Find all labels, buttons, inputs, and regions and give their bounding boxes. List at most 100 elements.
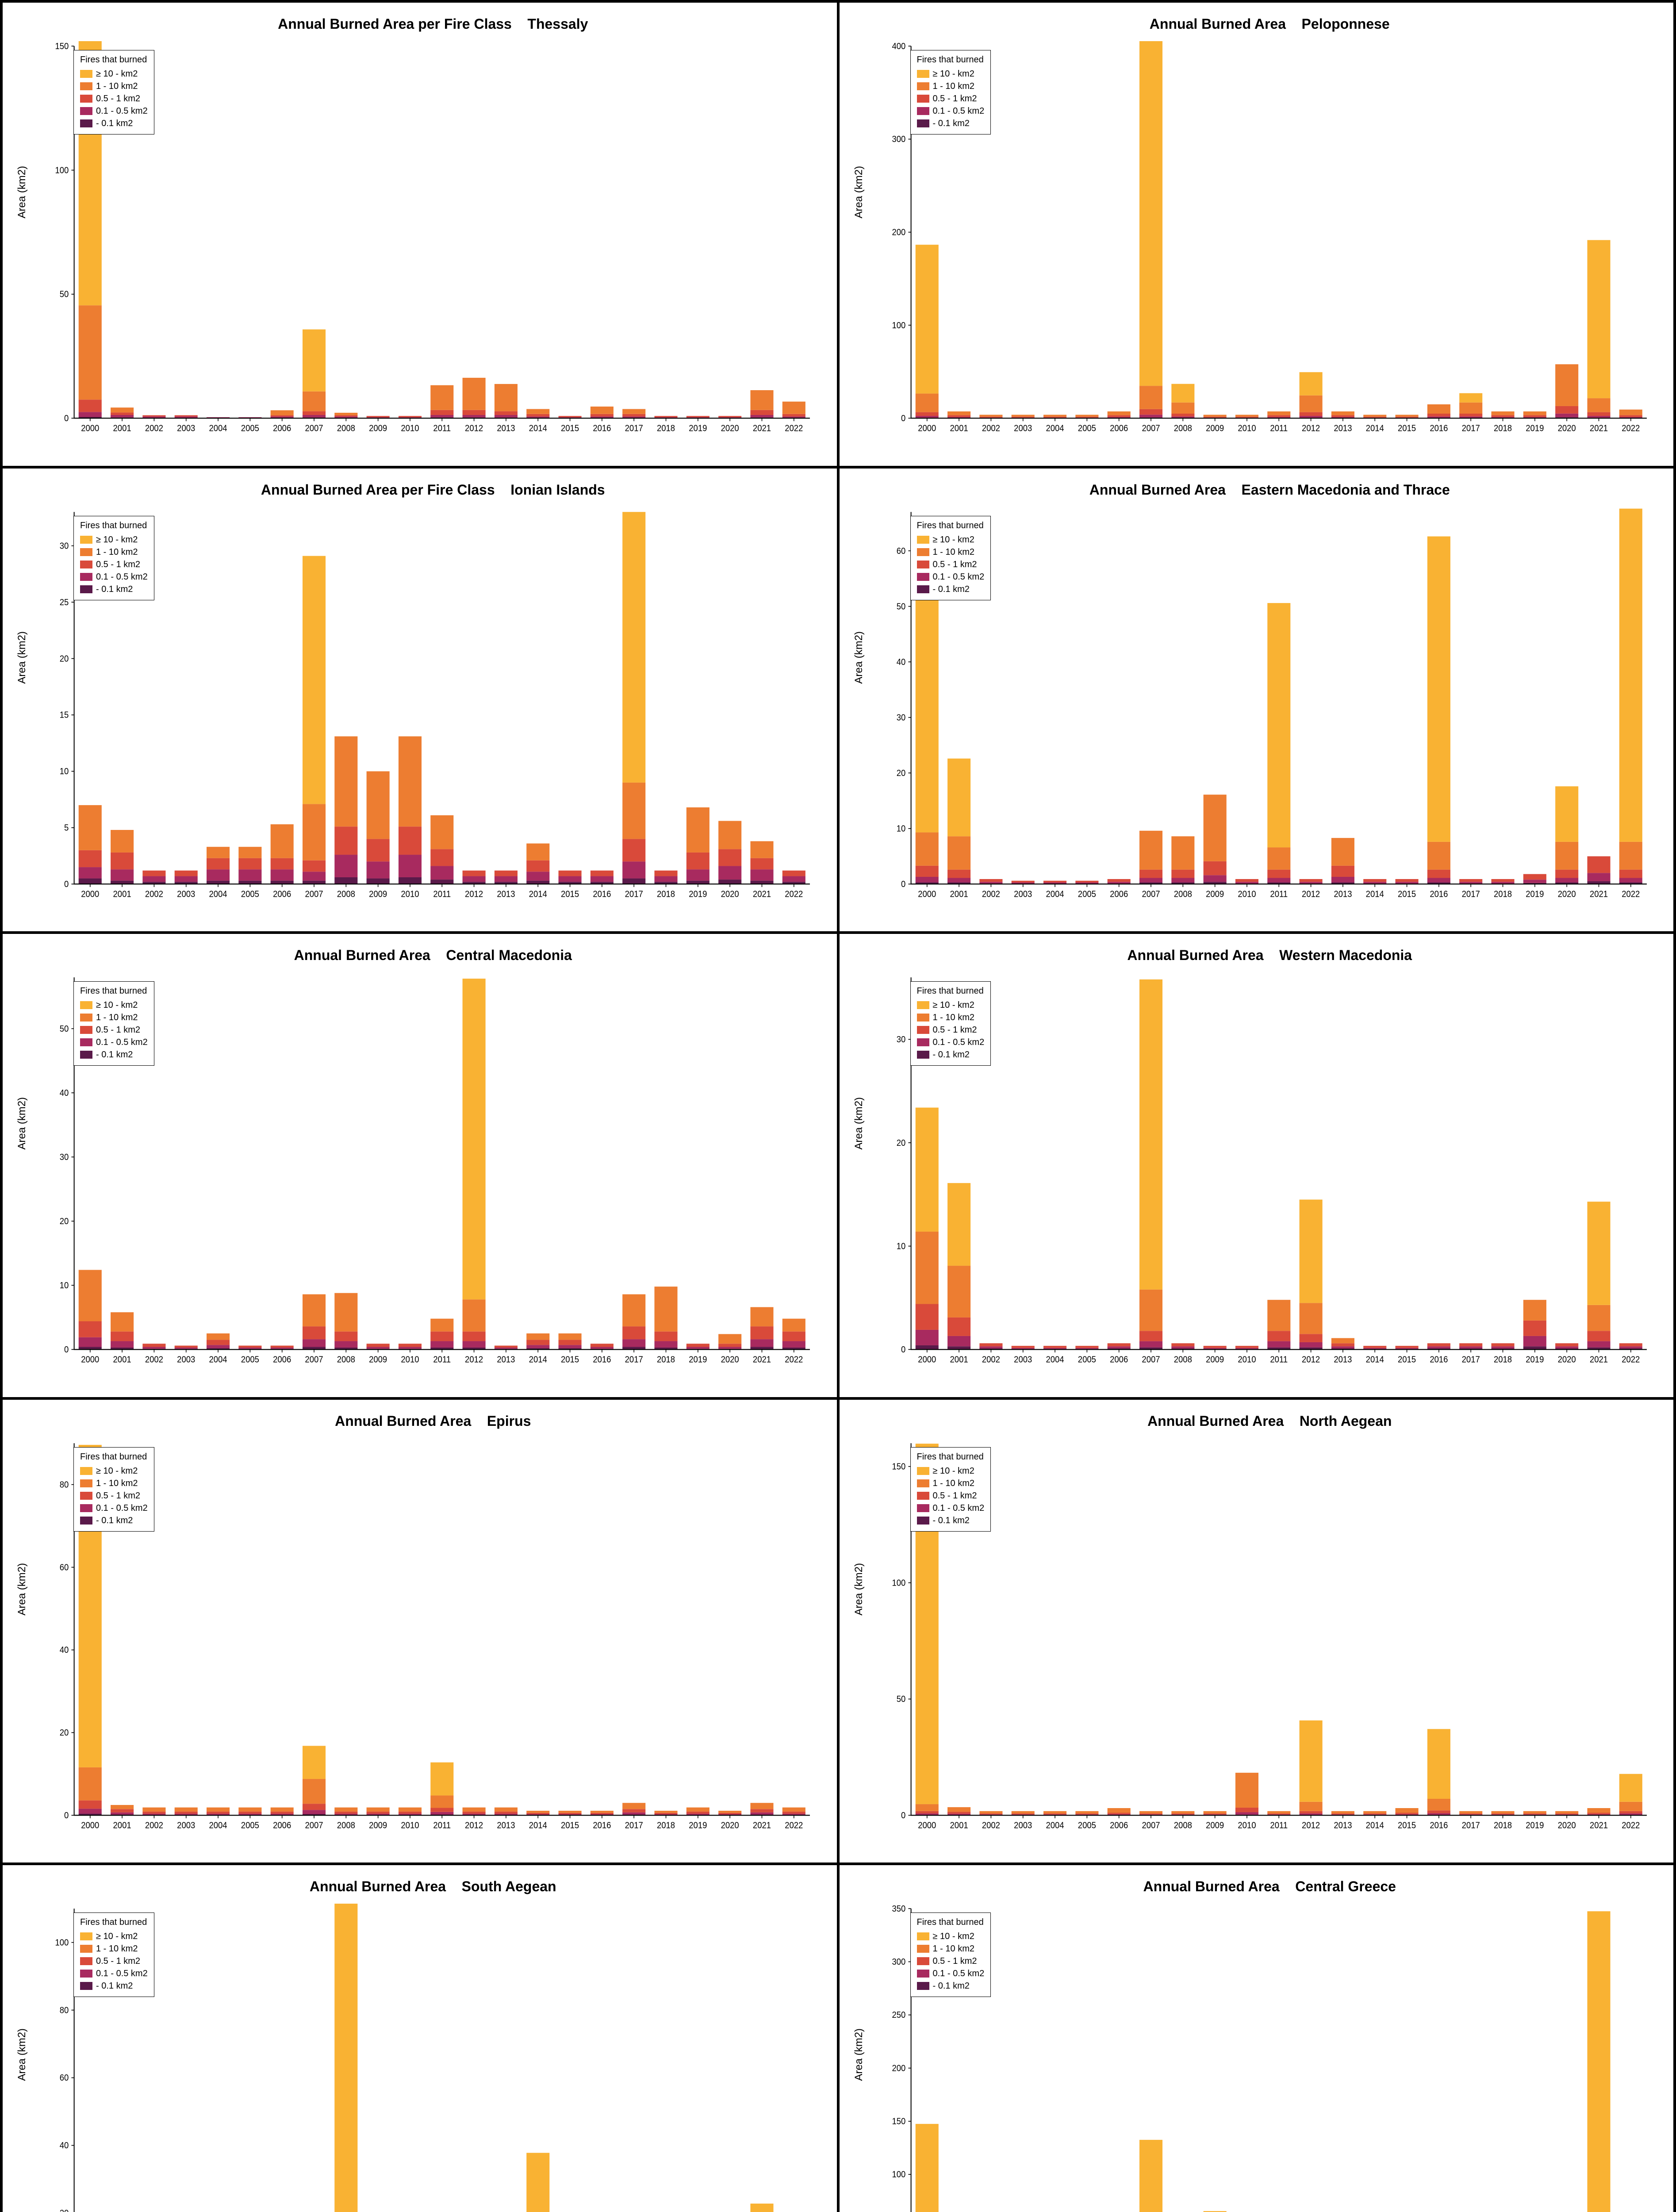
bar-segment [430,385,453,410]
bar-segment [111,412,134,415]
bar-segment [1299,1200,1322,1303]
svg-text:15: 15 [60,710,69,720]
chart-panel: Annual Burned Area per Fire Class Ionian… [1,467,838,933]
svg-text:2009: 2009 [369,889,387,899]
bar-segment [142,870,165,876]
bar-segment [495,1348,518,1349]
bar-segment [79,1321,102,1337]
legend-label: 0.5 - 1 km2 [96,1490,140,1502]
bar-segment [1619,1811,1642,1813]
svg-text:2011: 2011 [1270,1355,1288,1365]
bar-segment [1587,873,1610,881]
bar-segment [238,1346,261,1348]
bar-segment [1267,603,1290,847]
bar-segment [1459,882,1482,883]
svg-text:2002: 2002 [145,889,163,899]
legend-item: 0.5 - 1 km2 [917,1024,985,1036]
svg-text:60: 60 [60,2073,69,2083]
y-axis-label: Area (km2) [16,631,28,684]
svg-text:200: 200 [892,2063,905,2074]
svg-text:2002: 2002 [982,1355,1000,1365]
y-axis-label: Area (km2) [853,2028,865,2081]
svg-text:50: 50 [896,601,905,611]
svg-text:2018: 2018 [1493,889,1511,899]
svg-text:2012: 2012 [1302,423,1320,434]
bar-segment [1491,1813,1514,1814]
svg-text:30: 30 [60,1152,69,1162]
svg-text:2012: 2012 [465,1820,483,1831]
bar-segment [1395,417,1418,418]
bar-segment [559,1345,582,1348]
legend-item: 0.5 - 1 km2 [80,558,148,571]
chart-panel: Annual Burned Area North AegeanArea (km2… [838,1398,1675,1864]
bar-segment [142,1807,165,1811]
legend-label: 0.5 - 1 km2 [96,1955,140,1967]
svg-text:2012: 2012 [1302,1355,1320,1365]
legend-item: 0.5 - 1 km2 [917,92,985,105]
bar-segment [559,1813,582,1814]
bar-segment [175,1348,198,1349]
bar-segment [654,870,677,876]
bar-segment [399,1344,422,1347]
bar-segment [1363,882,1386,883]
legend-title: Fires that burned [917,1452,985,1462]
bar-segment [1523,1300,1546,1321]
legend-item: 1 - 10 km2 [917,1011,985,1024]
legend-swatch [917,1467,929,1475]
bar-segment [1107,415,1130,417]
bar-segment [1139,979,1162,1290]
svg-text:30: 30 [60,541,69,551]
svg-text:2014: 2014 [529,423,547,434]
bar-segment [1235,1808,1258,1813]
bar-segment [1299,372,1322,396]
bar-segment [1619,415,1642,417]
svg-text:2013: 2013 [497,889,515,899]
bar-segment [750,415,773,418]
svg-text:2015: 2015 [1398,1820,1416,1831]
bar-segment [1331,1338,1354,1344]
bar-segment [1587,1305,1610,1331]
bar-segment [622,409,645,414]
bar-segment [750,1339,773,1347]
bar-segment [1011,882,1034,883]
bar-segment [1395,879,1418,882]
legend-title: Fires that burned [80,55,148,65]
bar-segment [750,858,773,869]
bar-segment [1491,411,1514,415]
svg-text:2009: 2009 [1206,889,1224,899]
legend-label: 1 - 10 km2 [933,1011,974,1024]
svg-text:2010: 2010 [1238,889,1256,899]
svg-text:2001: 2001 [113,1820,131,1831]
bar-segment [1491,1811,1514,1813]
legend-item: 0.5 - 1 km2 [80,92,148,105]
svg-text:2015: 2015 [561,423,579,434]
chart-title: Annual Burned Area North Aegean [884,1413,1656,1429]
svg-text:2001: 2001 [950,1820,968,1831]
bar-segment [1139,869,1162,878]
svg-text:2004: 2004 [1046,423,1064,434]
svg-text:2001: 2001 [950,423,968,434]
legend-item: - 0.1 km2 [917,1980,985,1992]
svg-text:2014: 2014 [529,889,547,899]
legend-label: - 0.1 km2 [96,1048,133,1061]
legend-item: ≥ 10 - km2 [917,1930,985,1943]
chart-panel: Annual Burned Area Eastern Macedonia and… [838,467,1675,933]
bar-segment [1363,1811,1386,1813]
legend-swatch [80,1014,92,1022]
bar-segment [111,415,134,418]
bar-segment [622,839,645,861]
bar-segment [111,1813,134,1815]
bar-segment [1235,417,1258,418]
bar-segment [303,880,326,884]
chart-panel: Annual Burned Area per Fire Class Thessa… [1,1,838,467]
svg-text:2004: 2004 [209,1820,227,1831]
bar-segment [271,1812,294,1814]
bar-segment [1011,880,1034,882]
svg-text:2020: 2020 [1557,1355,1576,1365]
bar-segment [495,1346,518,1348]
bar-segment [367,1812,390,1814]
svg-text:25: 25 [60,597,69,607]
svg-text:2003: 2003 [177,889,195,899]
bar-segment [334,1807,357,1811]
bar-segment [1587,240,1610,398]
